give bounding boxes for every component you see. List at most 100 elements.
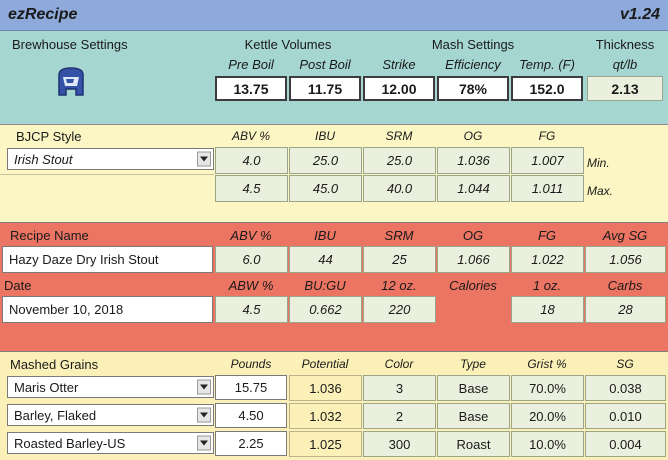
bjcp-min-fg: 1.007 [511,147,584,174]
grain-row-1-grist: 70.0% [511,375,584,401]
bjcp-section: BJCP Style ABV % IBU SRM OG FG Irish Sto… [0,125,668,222]
grain-row-3-select[interactable]: Roasted Barley-US [7,432,214,454]
recipe-carbs-value: 28 [585,296,666,323]
grain-row-2-color: 2 [363,403,436,429]
recipe-1oz-header: 1 oz. [532,277,562,293]
grain-row-3-grist: 10.0% [511,431,584,457]
recipe-fg-header: FG [537,227,557,243]
strike-header: Strike [382,56,416,72]
strike-input[interactable]: 12.00 [363,76,435,101]
temp-input[interactable]: 152.0 [511,76,583,101]
grain-row-1-sg: 0.038 [585,375,666,401]
grain-name: Barley, Flaked [14,407,97,423]
grain-name: Maris Otter [14,379,79,395]
recipe-1oz-value: 18 [511,296,584,323]
bjcp-max-label: Max. [587,184,614,198]
grain-row-3-pounds[interactable]: 2.25 [215,431,287,456]
chevron-down-icon[interactable] [197,435,211,451]
bjcp-max-ibu: 45.0 [289,175,362,202]
recipe-name-input[interactable]: Hazy Daze Dry Irish Stout [2,246,213,273]
bjcp-min-srm: 25.0 [363,147,436,174]
grain-row-3-potential: 1.025 [289,431,362,457]
bjcp-og-header: OG [463,129,483,143]
date-input[interactable]: November 10, 2018 [2,296,213,323]
post-boil-input[interactable]: 11.75 [289,76,361,101]
qt-lb-header: qt/lb [612,56,638,72]
bjcp-min-label: Min. [587,156,610,170]
grain-row-3-color: 300 [363,431,436,457]
recipe-calories-value [437,296,510,323]
bjcp-divider [0,174,214,175]
mash-settings-label: Mash Settings [431,36,515,52]
recipe-ibu-value: 44 [289,246,362,273]
bjcp-min-og: 1.036 [437,147,510,174]
grain-row-2-grist: 20.0% [511,403,584,429]
title-bar: ezRecipe v1.24 [0,0,668,31]
recipe-carbs-header: Carbs [607,277,643,293]
recipe-og-value: 1.066 [437,246,510,273]
date-label: Date [4,277,32,293]
app-version: v1.24 [619,6,660,23]
recipe-name-label: Recipe Name [10,227,89,243]
grains-type-header: Type [460,357,486,371]
grains-section: Mashed Grains Pounds Potential Color Typ… [0,351,668,460]
recipe-srm-header: SRM [384,227,414,243]
grain-name: Roasted Barley-US [14,435,126,451]
grain-row-1-select[interactable]: Maris Otter [7,376,214,398]
efficiency-header: Efficiency [445,56,501,72]
chevron-down-icon[interactable] [197,379,211,395]
grain-row-3-sg: 0.004 [585,431,666,457]
mashed-grains-label: Mashed Grains [10,356,99,372]
grains-color-header: Color [384,357,414,371]
grain-row-1-type: Base [437,375,510,401]
recipe-abw-header: ABW % [228,277,274,293]
app-title: ezRecipe [8,6,78,23]
brewhouse-logo-icon[interactable] [52,64,90,102]
pre-boil-input[interactable]: 13.75 [215,76,287,101]
grain-row-1-color: 3 [363,375,436,401]
bjcp-ibu-header: IBU [314,129,335,143]
bjcp-style-value: Irish Stout [14,151,73,167]
grain-row-3-type: Roast [437,431,510,457]
chevron-down-icon[interactable] [197,407,211,423]
bjcp-srm-header: SRM [385,129,413,143]
bjcp-fg-header: FG [538,129,556,143]
bjcp-max-fg: 1.011 [511,175,584,202]
grains-potential-header: Potential [301,357,349,371]
bjcp-max-abv: 4.5 [215,175,288,202]
grain-row-2-sg: 0.010 [585,403,666,429]
bjcp-style-select[interactable]: Irish Stout [7,148,214,170]
thickness-value: 2.13 [587,76,663,101]
kettle-volumes-label: Kettle Volumes [244,36,332,52]
recipe-fg-value: 1.022 [511,246,584,273]
recipe-12oz-value: 220 [363,296,436,323]
recipe-calories-header: Calories [449,277,497,293]
recipe-avg-sg-value: 1.056 [585,246,666,273]
chevron-down-icon[interactable] [197,151,211,167]
bjcp-style-label: BJCP Style [16,128,82,144]
pre-boil-header: Pre Boil [228,56,274,72]
recipe-avg-sg-header: Avg SG [602,227,648,243]
thickness-label: Thickness [595,36,655,52]
recipe-12oz-header: 12 oz. [381,277,417,293]
bjcp-min-ibu: 25.0 [289,147,362,174]
recipe-abv-value: 6.0 [215,246,288,273]
grains-grist-header: Grist % [527,357,567,371]
recipe-abw-value: 4.5 [215,296,288,323]
bjcp-min-abv: 4.0 [215,147,288,174]
grain-row-2-type: Base [437,403,510,429]
post-boil-header: Post Boil [299,56,351,72]
grain-row-1-potential: 1.036 [289,375,362,401]
efficiency-input[interactable]: 78% [437,76,509,101]
grains-pounds-header: Pounds [230,357,272,371]
recipe-bugu-value: 0.662 [289,296,362,323]
recipe-abv-header: ABV % [230,227,272,243]
grain-row-1-pounds[interactable]: 15.75 [215,375,287,400]
grain-row-2-select[interactable]: Barley, Flaked [7,404,214,426]
recipe-section: Recipe Name ABV % IBU SRM OG FG Avg SG H… [0,222,668,351]
grain-row-2-pounds[interactable]: 4.50 [215,403,287,428]
bjcp-abv-header: ABV % [231,129,270,143]
recipe-bugu-header: BU:GU [304,277,346,293]
divider [0,124,668,125]
